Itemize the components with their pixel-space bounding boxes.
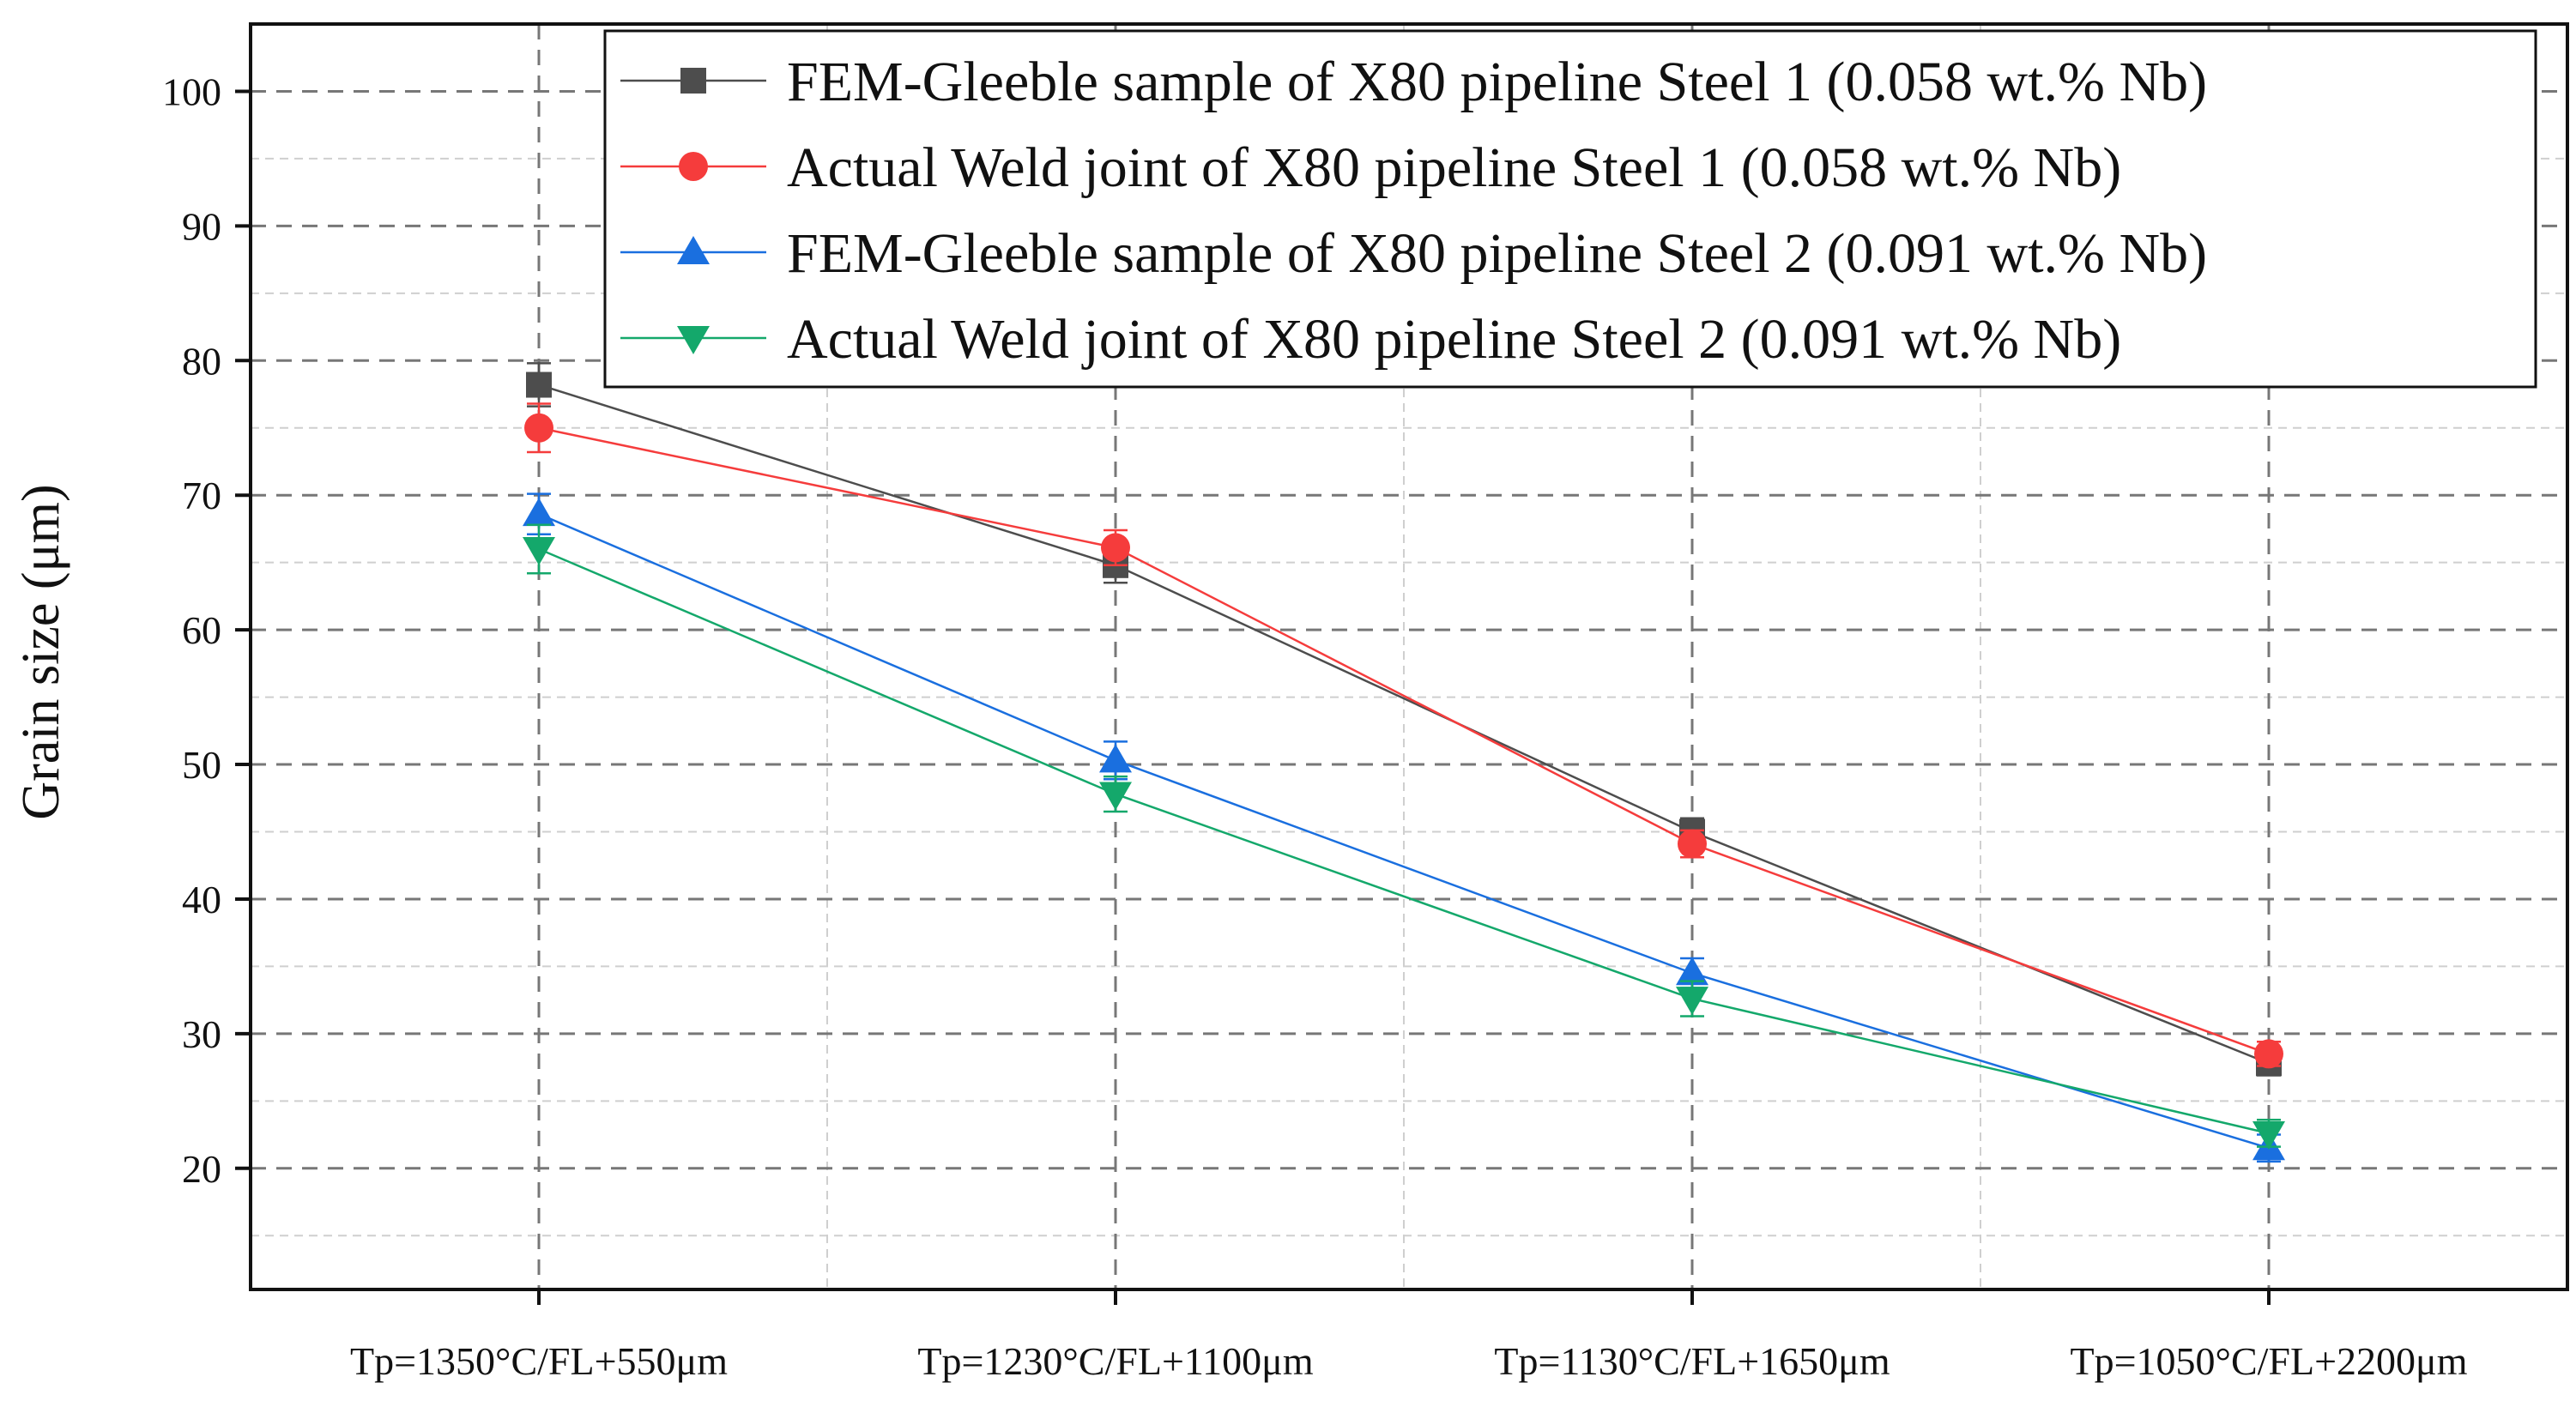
y-tick-label: 90 [182,204,221,248]
series-group [526,362,2282,1077]
legend-marker [677,326,710,354]
axes-layer [249,22,2569,1291]
legend-box [603,29,2537,389]
ticks-layer: 20 30 40 50 60 70 80 90 100 Tp=1350°C/FL+550μm Tp=… [162,69,2468,1383]
y-axis-label: Grain size (μm) [12,484,70,819]
series-line [538,426,2270,1055]
y-tick-label: 30 [182,1012,221,1056]
legend-label: Actual Weld joint of X80 pipeline Steel … [787,308,2121,371]
data-point [2252,1120,2285,1150]
y-tick-label: 80 [182,339,221,383]
y-tick-label: 40 [182,878,221,921]
legend-label: FEM-Gleeble sample of X80 pipeline Steel… [787,222,2207,285]
series-line [538,383,2270,1065]
series-line [538,513,2270,1150]
data-point [1099,782,1132,811]
data-point [1101,533,1130,563]
data-point [1678,829,1707,859]
series-layer [523,362,2285,1163]
data-point [524,413,553,443]
data-point [526,371,552,398]
x-tick-label: Tp=1230°C/FL+1100μm [917,1339,1313,1383]
legend-marker [680,68,706,94]
legend-marker [679,152,708,181]
legend-label: Actual Weld joint of X80 pipeline Steel … [787,136,2121,199]
x-tick-label: Tp=1050°C/FL+2200μm [2071,1339,2468,1383]
y-tick-label: 50 [182,743,221,787]
series-line [538,547,2270,1135]
y-tick-label: 20 [182,1147,221,1191]
legend-marker [677,236,710,264]
data-point [2254,1039,2283,1069]
x-tick-label: Tp=1130°C/FL+1650μm [1494,1339,1890,1383]
data-point [1676,957,1708,986]
data-point [523,536,555,565]
data-point [1676,987,1708,1016]
y-tick-label: 70 [182,474,221,517]
data-point [1099,744,1132,773]
y-tick-label: 100 [162,69,221,113]
series-group [523,523,2285,1150]
plot-frame [249,22,2569,1291]
y-tick-label: 60 [182,608,221,652]
legend-label: FEM-Gleeble sample of X80 pipeline Steel… [787,51,2207,113]
legend: FEM-Gleeble sample of X80 pipeline Steel… [603,29,2537,389]
x-tick-label: Tp=1350°C/FL+550μm [350,1339,728,1383]
data-point [523,498,555,527]
series-group [524,402,2283,1069]
